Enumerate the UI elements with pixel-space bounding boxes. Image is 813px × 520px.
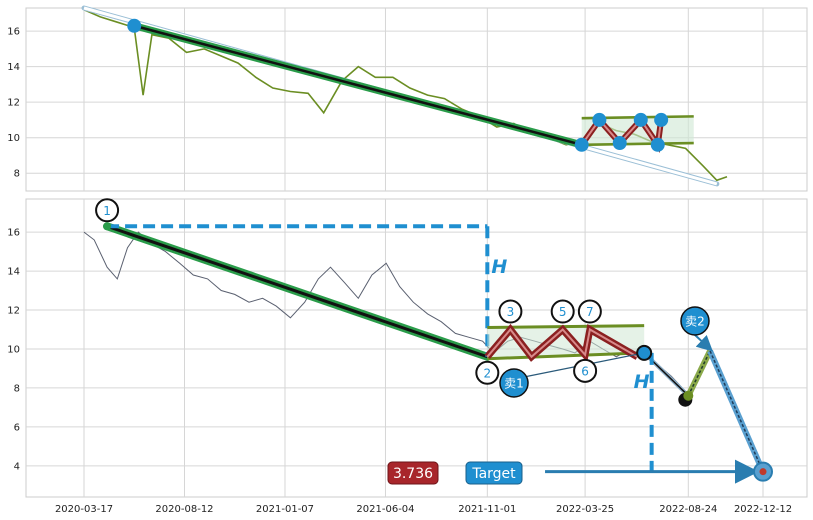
top-pivot-point — [650, 137, 665, 152]
top-y-axis: 8 10 12 14 16 — [7, 27, 20, 180]
target-label-box — [465, 461, 523, 485]
sell2-marker — [680, 306, 710, 336]
top-pivot-point — [612, 136, 627, 151]
top-ytick-label: 8 — [14, 169, 20, 180]
bottom-ytick-label: 4 — [14, 461, 20, 472]
pivot-marker-2 — [475, 360, 500, 385]
top-panel: 8 10 12 14 16 — [7, 5, 808, 192]
x-tick-label: 2022-08-24 — [659, 504, 717, 515]
pivot-marker-1 — [95, 198, 120, 223]
target-value: 3.736 — [393, 466, 433, 482]
x-tick-label: 2022-12-12 — [734, 504, 792, 515]
pivot-marker-6 — [573, 358, 598, 383]
top-overlay — [81, 5, 728, 187]
bottom-ytick-label: 6 — [14, 422, 20, 433]
target-value-box — [387, 461, 439, 485]
pivot-marker-label: 6 — [581, 364, 589, 378]
top-pivot-point — [633, 112, 648, 127]
bottom-trend-line-core — [106, 224, 488, 359]
target-label: Target — [471, 466, 516, 482]
top-pivot-point — [592, 112, 607, 127]
pivot-marker-3 — [498, 299, 523, 324]
top-ytick-label: 12 — [7, 98, 20, 109]
bottom-y-axis: 4 6 8 10 12 14 16 — [7, 228, 20, 473]
x-tick-label: 2021-11-01 — [458, 504, 516, 515]
top-trend-line-core — [133, 24, 583, 147]
top-ytick-label: 16 — [7, 27, 20, 38]
top-ytick-label: 10 — [7, 133, 20, 144]
bottom-channel-lower — [487, 351, 645, 361]
pivot-marker-5 — [550, 299, 575, 324]
low-point-inner — [683, 390, 694, 401]
pivot-marker-label: 7 — [586, 305, 594, 319]
top-channel-lower — [581, 141, 694, 147]
pivot-marker-label: 5 — [559, 305, 567, 319]
top-pivot-point — [574, 137, 589, 152]
x-axis: 2020-03-17 2020-08-12 2021-01-07 2021-06-04… — [55, 504, 792, 515]
height-label-projection: H — [634, 371, 650, 393]
pivot-marker-7 — [577, 299, 602, 324]
bottom-channel-upper — [487, 324, 645, 330]
height-label: H — [491, 256, 507, 278]
top-trend-start-point — [127, 18, 142, 33]
trend-start-dot — [103, 222, 112, 231]
x-tick-label: 2022-03-25 — [556, 504, 614, 515]
sell2-connector — [694, 334, 713, 352]
top-pivot-point — [654, 112, 669, 127]
projection-leg-3 — [709, 350, 764, 472]
x-tick-label: 2021-06-04 — [356, 504, 414, 515]
pivot-marker-label: 2 — [484, 366, 492, 380]
sell1-label: 卖1 — [504, 377, 524, 391]
target-point-inner — [759, 468, 767, 476]
bottom-ytick-label: 16 — [7, 228, 20, 239]
bottom-ytick-label: 8 — [14, 383, 20, 394]
breakout-point — [636, 344, 653, 361]
projection-leg-2 — [687, 350, 711, 397]
pivot-marker-label: 3 — [507, 305, 515, 319]
pivot-marker-label: 1 — [103, 204, 111, 218]
x-tick-label: 2020-08-12 — [155, 504, 213, 515]
sell1-marker — [499, 368, 529, 398]
top-ytick-label: 14 — [7, 62, 20, 73]
x-tick-label: 2020-03-17 — [55, 504, 113, 515]
bottom-ytick-label: 12 — [7, 306, 20, 317]
bottom-ytick-label: 10 — [7, 344, 20, 355]
bottom-ytick-label: 14 — [7, 267, 20, 278]
bottom-zigzag-core — [486, 327, 638, 359]
x-tick-label: 2021-01-07 — [256, 504, 314, 515]
sell2-label: 卖2 — [685, 315, 705, 329]
bottom-overlay: H H 1 2 3 5 6 7 卖1 卖2 Target 3.736 — [83, 198, 773, 485]
